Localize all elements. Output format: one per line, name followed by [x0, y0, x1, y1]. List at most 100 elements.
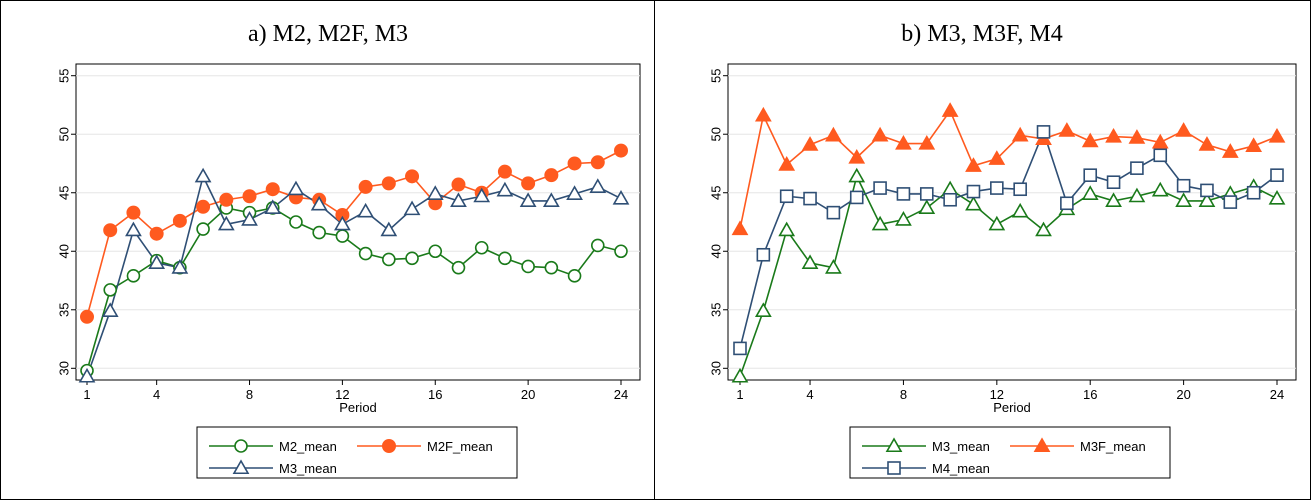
- data-point: [1223, 195, 1238, 209]
- data-point: [919, 187, 934, 201]
- data-point: [1175, 122, 1192, 137]
- data-point: [849, 190, 864, 205]
- data-point: [219, 192, 234, 207]
- data-point: [103, 283, 118, 297]
- legend-label: M2F_mean: [427, 439, 493, 454]
- legend-label: M2_mean: [279, 439, 337, 454]
- panel-b: b) M3, M3F, M4 30 35 40 45 50 55 1 4 8 12 16 20 24 Per…: [654, 0, 1311, 500]
- data-point: [382, 252, 396, 267]
- data-point: [194, 167, 212, 183]
- y-tick-label: 35: [709, 303, 724, 317]
- series-markers-M3_mean: [731, 167, 1286, 383]
- data-point: [451, 260, 466, 275]
- data-point: [172, 213, 187, 228]
- data-point: [381, 176, 396, 191]
- data-point: [825, 259, 842, 274]
- data-point: [80, 309, 94, 324]
- data-point: [966, 184, 981, 199]
- data-point: [895, 211, 912, 226]
- data-point: [825, 126, 842, 142]
- data-point: [241, 211, 258, 226]
- data-point: [101, 302, 119, 317]
- chart-title: a) M2, M2F, M3: [248, 21, 408, 47]
- data-point: [1035, 221, 1052, 237]
- x-tick-label: 1: [83, 387, 90, 402]
- legend-label: M3_mean: [932, 439, 990, 454]
- data-point: [125, 221, 142, 237]
- data-point: [474, 240, 489, 255]
- data-point: [473, 187, 491, 203]
- data-point: [1198, 192, 1216, 207]
- data-point: [1246, 185, 1261, 200]
- data-point: [988, 215, 1006, 231]
- y-tick-label: 50: [57, 127, 72, 141]
- data-point: [1245, 137, 1263, 152]
- data-point: [803, 191, 817, 206]
- data-point: [196, 199, 211, 214]
- legend-marker: [232, 459, 250, 475]
- x-tick-label: 8: [246, 387, 253, 402]
- data-point: [731, 367, 749, 383]
- data-point: [103, 223, 118, 238]
- legend-box: [849, 426, 1171, 479]
- data-point: [312, 225, 326, 240]
- data-point: [873, 181, 887, 195]
- data-point: [871, 126, 889, 142]
- data-point: [148, 254, 166, 270]
- data-point: [733, 341, 747, 356]
- data-point: [1013, 182, 1027, 197]
- data-point: [497, 164, 512, 179]
- data-point: [310, 195, 328, 211]
- data-point: [965, 195, 982, 211]
- x-tick-label: 4: [153, 387, 160, 402]
- data-point: [264, 199, 282, 215]
- data-point: [287, 180, 305, 196]
- panel-a: a) M2, M2F, M3 30 35 40 45 50 55 1 4 8 12 16 20 24 Per…: [0, 0, 655, 500]
- data-point: [566, 185, 583, 200]
- y-tick-label: 50: [709, 127, 724, 141]
- chart-title: b) M3, M3F, M4: [901, 21, 1062, 47]
- data-point: [801, 254, 819, 270]
- data-point: [1176, 178, 1191, 193]
- data-point: [918, 199, 936, 215]
- data-point: [126, 205, 141, 220]
- data-point: [1081, 132, 1099, 148]
- data-point: [590, 238, 605, 253]
- legend-marker: [382, 439, 396, 453]
- x-tick-label: 24: [614, 387, 628, 402]
- data-point: [1128, 187, 1146, 203]
- y-tick-label: 30: [709, 361, 724, 375]
- x-axis-label: Period: [339, 400, 377, 415]
- data-point: [1106, 175, 1121, 190]
- data-point: [1128, 129, 1146, 144]
- data-point: [265, 182, 280, 197]
- data-point: [1221, 143, 1239, 158]
- data-point: [941, 102, 959, 117]
- x-tick-label: 12: [990, 387, 1004, 402]
- data-point: [1058, 122, 1076, 137]
- data-point: [612, 189, 630, 205]
- data-point: [521, 176, 536, 191]
- legend-marker: [885, 437, 903, 453]
- y-tick-label: 40: [57, 244, 72, 258]
- data-point: [567, 156, 582, 171]
- plot-area: [75, 63, 641, 381]
- x-tick-label: 20: [521, 387, 535, 402]
- y-tick-label: 55: [709, 68, 724, 82]
- data-point: [519, 192, 537, 207]
- data-point: [78, 367, 96, 383]
- data-point: [1060, 196, 1074, 211]
- data-point: [428, 244, 443, 259]
- chart-a: a) M2, M2F, M3 30 35 40 45 50 55 1 4 8 12 16 20 24 Per…: [57, 21, 641, 479]
- data-point: [1011, 126, 1029, 142]
- data-point: [451, 177, 466, 192]
- x-tick-label: 1: [736, 387, 743, 402]
- data-point: [1081, 185, 1099, 200]
- data-point: [1036, 125, 1051, 139]
- y-tick-label: 30: [57, 361, 72, 375]
- data-point: [731, 220, 749, 236]
- x-tick-label: 24: [1270, 387, 1284, 402]
- data-point: [544, 260, 559, 275]
- legend-label: M4_mean: [932, 461, 990, 476]
- data-point: [380, 221, 398, 237]
